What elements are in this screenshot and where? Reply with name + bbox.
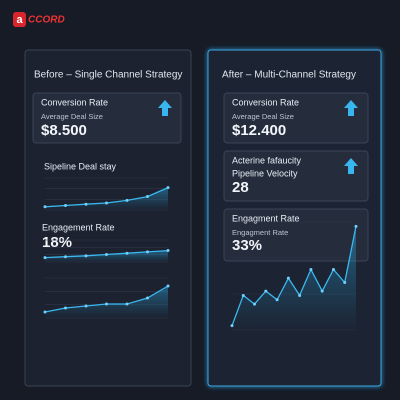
point (105, 201, 108, 205)
point (125, 302, 129, 306)
point (84, 202, 88, 206)
section-value: 18% (42, 234, 72, 251)
point (320, 289, 324, 293)
card-sublabel: Average Deal Size (232, 112, 294, 121)
card-value: 28 (232, 179, 249, 196)
point (43, 310, 47, 314)
card-label: Conversion Rate (41, 97, 108, 107)
point (275, 298, 279, 302)
point (166, 284, 170, 288)
card-label: Engagment Rate (232, 213, 300, 223)
point (146, 250, 149, 254)
point (241, 293, 245, 297)
area (45, 250, 168, 262)
point (43, 205, 47, 209)
up-arrow (158, 100, 172, 116)
card-value: $12.400 (232, 122, 286, 139)
logo: CCORD (28, 15, 65, 26)
logo-a: a (16, 14, 23, 26)
area (45, 187, 168, 210)
point (84, 254, 88, 258)
point (64, 204, 67, 208)
area (45, 286, 168, 318)
point (125, 198, 129, 202)
up-arrow (344, 158, 358, 174)
point (64, 255, 67, 259)
area (232, 226, 356, 330)
point (146, 296, 149, 300)
point (264, 289, 268, 293)
card-value: $8.500 (41, 122, 87, 139)
section-label: Engagement Rate (42, 222, 115, 232)
panel-title: Before – Single Channel Strategy (34, 70, 182, 81)
card (223, 150, 369, 202)
card-label: Conversion Rate (232, 97, 299, 107)
point (166, 249, 170, 253)
point (343, 280, 347, 284)
point (298, 293, 302, 297)
point (354, 224, 358, 228)
charts (43, 177, 358, 331)
card-sublabel: Average Deal Size (41, 112, 103, 121)
point (166, 186, 170, 190)
point (105, 253, 108, 257)
card (32, 92, 182, 144)
point (286, 276, 290, 280)
line (231, 226, 357, 326)
point (64, 306, 67, 310)
point (230, 324, 234, 328)
point (146, 195, 149, 199)
point (105, 302, 108, 306)
point (253, 302, 257, 306)
section-label: Sipeline Deal stay (44, 161, 117, 171)
card-sublabel: Pipeline Velocity (232, 168, 298, 178)
card-label: Acterine fafaucity (232, 155, 302, 165)
card-value: 33% (232, 237, 262, 254)
panel-title: After – Multi-Channel Strategy (222, 70, 356, 81)
logo-icon (13, 12, 26, 27)
point (84, 304, 88, 308)
up-arrow (344, 100, 358, 116)
point (43, 256, 47, 260)
card (223, 92, 369, 144)
point (331, 268, 335, 272)
point (125, 251, 129, 255)
point (309, 268, 313, 272)
card-sublabel: Engagment Rate (232, 228, 288, 237)
